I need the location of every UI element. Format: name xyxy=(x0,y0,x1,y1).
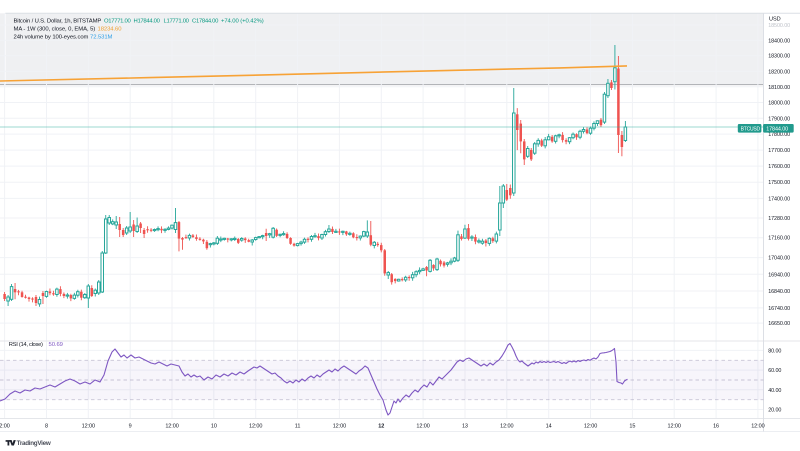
svg-text:MA - 1W (300, close, 0, EMA, 5: MA - 1W (300, close, 0, EMA, 5) xyxy=(14,26,96,32)
svg-text:+74.00 (+0.42%): +74.00 (+0.42%) xyxy=(221,18,264,24)
svg-text:TradingView: TradingView xyxy=(17,440,51,447)
svg-text:16: 16 xyxy=(713,423,719,429)
svg-text:15: 15 xyxy=(629,423,635,429)
svg-text:18400.00: 18400.00 xyxy=(768,38,790,44)
svg-text:12:00: 12:00 xyxy=(333,423,346,429)
svg-text:60.00: 60.00 xyxy=(768,368,781,374)
svg-text:12:00: 12:00 xyxy=(668,423,681,429)
svg-text:12: 12 xyxy=(378,423,384,429)
svg-text:16740.00: 16740.00 xyxy=(768,306,790,312)
svg-text:17700.00: 17700.00 xyxy=(768,148,790,154)
svg-text:12:00: 12:00 xyxy=(500,423,513,429)
svg-text:16650.00: 16650.00 xyxy=(768,321,790,327)
svg-text:10: 10 xyxy=(211,423,217,429)
svg-text:17040.00: 17040.00 xyxy=(768,256,790,262)
svg-text:17280.00: 17280.00 xyxy=(768,216,790,222)
svg-text:24h volume by 100-eyes.com: 24h volume by 100-eyes.com xyxy=(14,34,89,40)
svg-text:72.531M: 72.531M xyxy=(90,34,113,40)
svg-text:8: 8 xyxy=(45,423,48,429)
svg-text:50.69: 50.69 xyxy=(49,342,63,348)
svg-text:80.00: 80.00 xyxy=(768,348,781,354)
svg-text:17160.00: 17160.00 xyxy=(768,236,790,242)
svg-text:17400.00: 17400.00 xyxy=(768,196,790,202)
svg-text:Bitcoin / U.S. Dollar, 1h, BIT: Bitcoin / U.S. Dollar, 1h, BITSTAMP xyxy=(14,18,102,24)
svg-text:RSI (14, close): RSI (14, close) xyxy=(9,342,43,348)
svg-text:40.00: 40.00 xyxy=(768,388,781,394)
svg-text:18300.00: 18300.00 xyxy=(768,54,790,60)
svg-text:17844.00: 17844.00 xyxy=(766,126,788,132)
svg-text:17800.00: 17800.00 xyxy=(768,132,790,138)
svg-text:12:00: 12:00 xyxy=(165,423,178,429)
svg-text:O17771.00: O17771.00 xyxy=(104,18,131,24)
svg-text:14: 14 xyxy=(546,423,552,429)
svg-text:18100.00: 18100.00 xyxy=(768,85,790,91)
svg-text:13: 13 xyxy=(462,423,468,429)
svg-text:9: 9 xyxy=(129,423,132,429)
svg-text:11: 11 xyxy=(295,423,301,429)
svg-text:17900.00: 17900.00 xyxy=(768,116,790,122)
svg-text:12:00: 12:00 xyxy=(82,423,95,429)
svg-text:16940.00: 16940.00 xyxy=(768,272,790,278)
svg-text:17500.00: 17500.00 xyxy=(768,180,790,186)
svg-text:18500.00: 18500.00 xyxy=(768,23,790,29)
svg-text:12:00: 12:00 xyxy=(584,423,597,429)
svg-text:12:00: 12:00 xyxy=(249,423,262,429)
svg-text:C17844.00: C17844.00 xyxy=(192,18,219,24)
svg-text:L17771.00: L17771.00 xyxy=(164,18,190,24)
svg-text:12:00: 12:00 xyxy=(0,423,10,429)
svg-text:18000.00: 18000.00 xyxy=(768,101,790,107)
svg-text:18234.60: 18234.60 xyxy=(98,26,123,32)
svg-text:18200.00: 18200.00 xyxy=(768,69,790,75)
svg-text:BTCUSD: BTCUSD xyxy=(741,126,761,132)
svg-text:H17844.00: H17844.00 xyxy=(134,18,161,24)
svg-text:12:00: 12:00 xyxy=(751,423,764,429)
svg-text:20.00: 20.00 xyxy=(768,408,781,414)
svg-text:12:00: 12:00 xyxy=(416,423,429,429)
svg-text:USD: USD xyxy=(769,16,781,22)
svg-text:17600.00: 17600.00 xyxy=(768,164,790,170)
svg-text:16840.00: 16840.00 xyxy=(768,289,790,295)
